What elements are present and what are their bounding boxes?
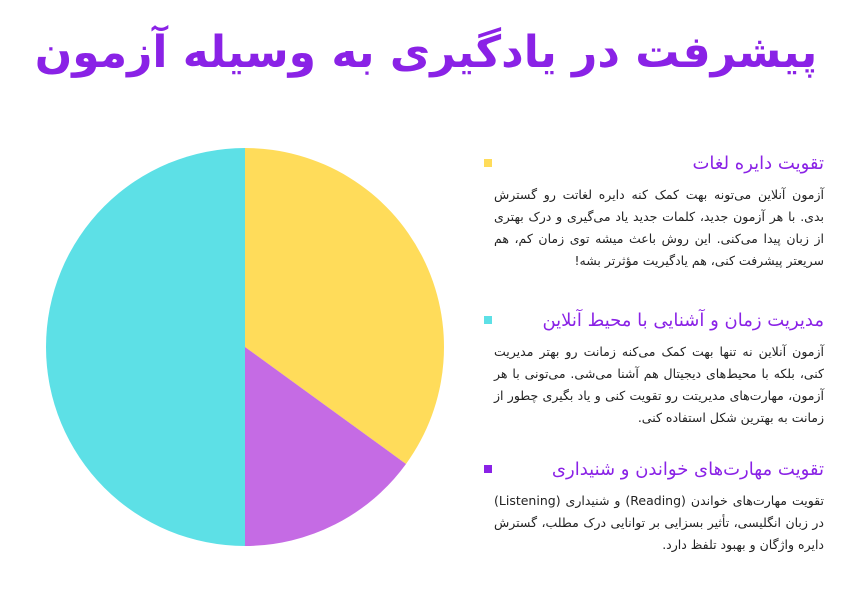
section-time-management: مدیریت زمان و آشنایی با محیط آنلاین آزمو… [484, 303, 824, 429]
pie-slice-3 [46, 148, 245, 546]
square-bullet-icon [484, 465, 492, 473]
section-header: تقویت دایره لغات [484, 146, 824, 180]
square-bullet-icon [484, 159, 492, 167]
section-body: آزمون آنلاین می‌تونه بهت کمک کنه دایره ل… [494, 187, 824, 268]
section-body: آزمون آنلاین نه تنها بهت کمک می‌کنه زمان… [494, 344, 824, 425]
pie-slice-2 [245, 347, 406, 546]
square-bullet-icon [484, 316, 492, 324]
section-title: تقویت مهارت‌های خواندن و شنیداری [551, 458, 824, 480]
section-header: تقویت مهارت‌های خواندن و شنیداری [484, 452, 824, 486]
section-reading-listening: تقویت مهارت‌های خواندن و شنیداری تقویت م… [484, 452, 824, 556]
section-body: تقویت مهارت‌های خواندن (Reading) و شنیدا… [494, 493, 824, 552]
section-title: مدیریت زمان و آشنایی با محیط آنلاین [542, 309, 824, 331]
page-title: پیشرفت در یادگیری به وسیله آزمون [34, 27, 818, 78]
pie-slice-1 [245, 148, 444, 464]
pie-chart [46, 148, 444, 546]
section-vocabulary: تقویت دایره لغات آزمون آنلاین می‌تونه به… [484, 146, 824, 272]
section-title: تقویت دایره لغات [692, 152, 824, 174]
section-header: مدیریت زمان و آشنایی با محیط آنلاین [484, 303, 824, 337]
